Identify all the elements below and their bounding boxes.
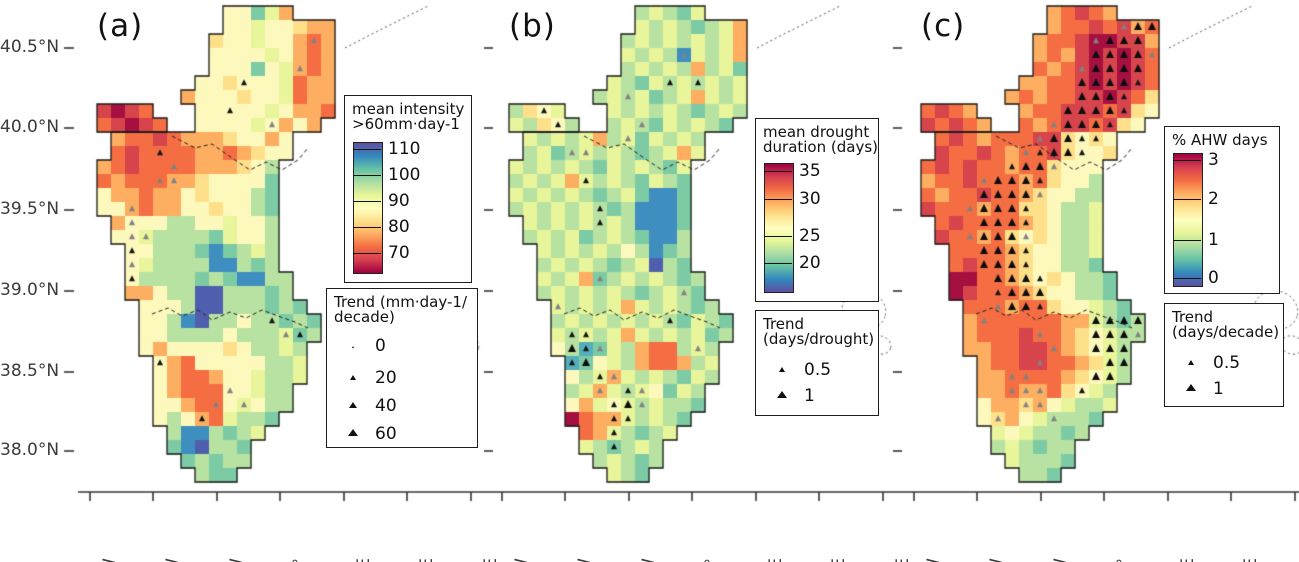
colorbar-title-line: >60mm·day-1 (352, 115, 460, 133)
lat-tick-label: 40.5°N (0, 37, 60, 57)
trend-triangle-icon (1187, 360, 1194, 365)
trend-item-label: 40 (375, 396, 397, 416)
colorbar-tick-line (1173, 159, 1201, 161)
lon-tick-label: 0.5°E (354, 558, 374, 562)
colorbar-tick-line (353, 174, 381, 176)
lon-tick-label: 0.5°W (1051, 558, 1071, 562)
colorbar-tick-line (353, 148, 381, 150)
colorbar-tick-line (764, 170, 792, 172)
colorbar-gradient (1173, 153, 1203, 287)
trend-item-label: 1 (804, 386, 815, 406)
colorbar-title-line: duration (days) (763, 138, 878, 156)
lon-tick-label: 1.5°E (893, 558, 913, 562)
colorbar-tick-label: 80 (388, 216, 410, 237)
lon-tick-label: 0.5°W (227, 558, 247, 562)
trend-triangle-icon (1185, 384, 1196, 391)
trend-title-line: (days/drought) (763, 330, 875, 348)
trend-title-line: (days/decade) (1172, 323, 1280, 341)
panel-label-a: (a) (97, 8, 144, 44)
lon-tick-label: 1.0°E (1241, 558, 1261, 562)
lon-tick-label: 0.5°E (766, 558, 786, 562)
colorbar-tick-label: 2 (1208, 189, 1219, 210)
trend-triangle-icon (349, 375, 356, 380)
trend-triangle-icon (347, 429, 358, 436)
trend-item-label: 1 (1213, 379, 1224, 399)
lon-tick-label: 1.0°W (987, 558, 1007, 562)
colorbar-tick-label: 1 (1208, 230, 1219, 251)
trend-legend-a: Trend (mm·day-1/decade) 0 20 40 60 (326, 288, 478, 448)
trend-title-line: decade) (334, 308, 395, 326)
lon-tick-label: 1.0°E (417, 558, 437, 562)
colorbar-tick-label: 110 (388, 138, 421, 159)
colorbar-tick-line (764, 198, 792, 200)
trend-title-line: Trend (763, 315, 805, 333)
colorbar-tick-line (764, 235, 792, 237)
trend-legend-b: Trend (days/drought) 0.5 1 (755, 310, 879, 416)
trend-title-line: Trend (mm·day-1/ (334, 293, 468, 311)
colorbar-tick-label: 0 (1208, 268, 1219, 289)
lon-tick-label: 1.0°W (163, 558, 183, 562)
colorbar-tick-line (764, 262, 792, 264)
lon-tick-label: 1.0°W (575, 558, 595, 562)
colorbar-tick-line (353, 226, 381, 228)
lat-tick-label: 40.0°N (0, 117, 60, 137)
colorbar-tick-label: 100 (388, 164, 421, 185)
lat-tick-label: 39.5°N (0, 199, 60, 219)
colorbar-tick-label: 90 (388, 190, 410, 211)
colorbar-tick-line (353, 252, 381, 254)
colorbar-tick-line (1173, 199, 1201, 201)
lon-tick-label: 0.0° (290, 558, 310, 562)
lat-tick-label: 38.5°N (0, 361, 60, 381)
colorbar-tick-label: 70 (388, 242, 410, 263)
colorbar-tick-label: 20 (799, 252, 821, 273)
colorbar-tick-label: 3 (1208, 149, 1219, 170)
lon-tick-label: 1.0°E (829, 558, 849, 562)
trend-triangle-icon (348, 402, 357, 408)
trend-legend-c: Trend (days/decade) 0.5 1 (1164, 303, 1284, 407)
lon-tick-label: 0.5°W (639, 558, 659, 562)
colorbar-tick-line (353, 200, 381, 202)
colorbar-title-line: mean intensity (352, 100, 465, 118)
lon-tick-label: 1.5°W (512, 558, 532, 562)
panel-label-b: (b) (509, 8, 556, 44)
trend-item-label: 20 (375, 368, 397, 388)
colorbar-gradient (353, 142, 383, 274)
lon-tick-label: 0.0° (702, 558, 722, 562)
lon-tick-label: 1.5°W (100, 558, 120, 562)
colorbar-tick-label: 25 (799, 225, 821, 246)
lat-tick-label: 38.0°N (0, 440, 60, 460)
lon-tick-label: 1.5°E (481, 558, 501, 562)
trend-title-line: Trend (1172, 308, 1214, 326)
trend-item-label: 0.5 (804, 360, 832, 380)
colorbar-gradient (764, 163, 794, 293)
colorbar-tick-line (1173, 278, 1201, 280)
trend-triangle-icon (778, 367, 785, 372)
trend-triangle-icon (776, 391, 787, 398)
colorbar-tick-label: 35 (799, 160, 821, 181)
colorbar-legend-c: % AHW days 3 2 1 0 (1164, 126, 1280, 294)
trend-item-label: 0.5 (1213, 353, 1241, 373)
trend-item-label: 0 (375, 336, 386, 356)
colorbar-title-line: % AHW days (1172, 131, 1268, 149)
colorbar-legend-a: mean intensity >60mm·day-1 110 100 90 80 70 (344, 95, 472, 283)
colorbar-legend-b: mean drought duration (days) 35 30 25 20 (755, 118, 879, 302)
colorbar-tick-label: 30 (799, 188, 821, 209)
lon-tick-label: 0.0° (1114, 558, 1134, 562)
colorbar-tick-line (1173, 240, 1201, 242)
panel-label-c: (c) (921, 8, 966, 44)
trend-item-label: 60 (375, 424, 397, 444)
lon-tick-label: 0.5°E (1178, 558, 1198, 562)
trend-triangle-icon (351, 346, 354, 348)
lon-tick-label: 1.5°W (924, 558, 944, 562)
lat-tick-label: 39.0°N (0, 280, 60, 300)
colorbar-title-line: mean drought (763, 123, 870, 141)
